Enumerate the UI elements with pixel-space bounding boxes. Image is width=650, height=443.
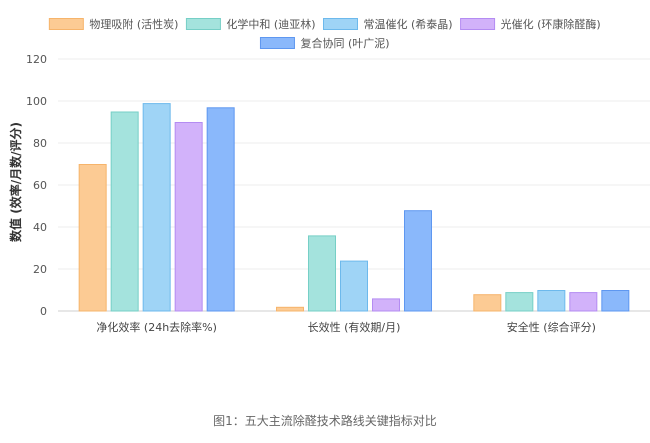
bar (110, 111, 139, 312)
y-axis: 0 20 40 60 80 100 120 (26, 53, 47, 318)
bar (78, 164, 107, 312)
y-tick-label: 100 (26, 95, 47, 108)
legend-label: 复合协同 (叶广泥) (300, 36, 389, 50)
legend-label: 物理吸附 (活性炭) (89, 17, 178, 31)
bar (372, 298, 400, 312)
x-tick-label: 安全性 (综合评分) (507, 320, 596, 334)
y-axis-label: 数值 (效率/月数/评分) (8, 122, 23, 242)
y-tick-label: 20 (33, 263, 47, 276)
legend-swatch (185, 18, 221, 30)
bar (473, 294, 502, 312)
bar (505, 292, 534, 312)
bar (340, 260, 368, 312)
bar (569, 292, 598, 312)
y-tick-label: 120 (26, 53, 47, 66)
legend: 物理吸附 (活性炭) 化学中和 (迪亚林) 常温催化 (希泰晶) 光催化 (环康除醛酶… (48, 17, 601, 50)
bars (78, 103, 630, 312)
legend-swatch (460, 18, 496, 30)
legend-label: 常温催化 (希泰晶) (364, 17, 453, 31)
legend-swatch (259, 37, 295, 49)
x-axis: 净化效率 (24h去除率%) 长效性 (有效期/月) 安全性 (综合评分) (96, 320, 595, 334)
legend-label: 光催化 (环康除醛酶) (501, 17, 601, 31)
y-tick-label: 0 (40, 305, 47, 318)
y-tick-label: 40 (33, 221, 47, 234)
legend-swatch (48, 18, 84, 30)
x-tick-label: 长效性 (有效期/月) (308, 320, 401, 334)
bar (601, 290, 630, 312)
bar (142, 103, 171, 312)
legend-label: 化学中和 (迪亚林) (226, 17, 315, 31)
legend-swatch (323, 18, 359, 30)
bar (308, 235, 336, 312)
y-tick-label: 60 (33, 179, 47, 192)
bar (174, 122, 203, 312)
bar (537, 290, 566, 312)
bar (276, 306, 304, 312)
x-tick-label: 净化效率 (24h去除率%) (96, 320, 217, 334)
bar (404, 210, 432, 312)
y-tick-label: 80 (33, 137, 47, 150)
figure-caption: 图1：五大主流除醛技术路线关键指标对比 (213, 414, 437, 428)
bar (206, 107, 235, 312)
